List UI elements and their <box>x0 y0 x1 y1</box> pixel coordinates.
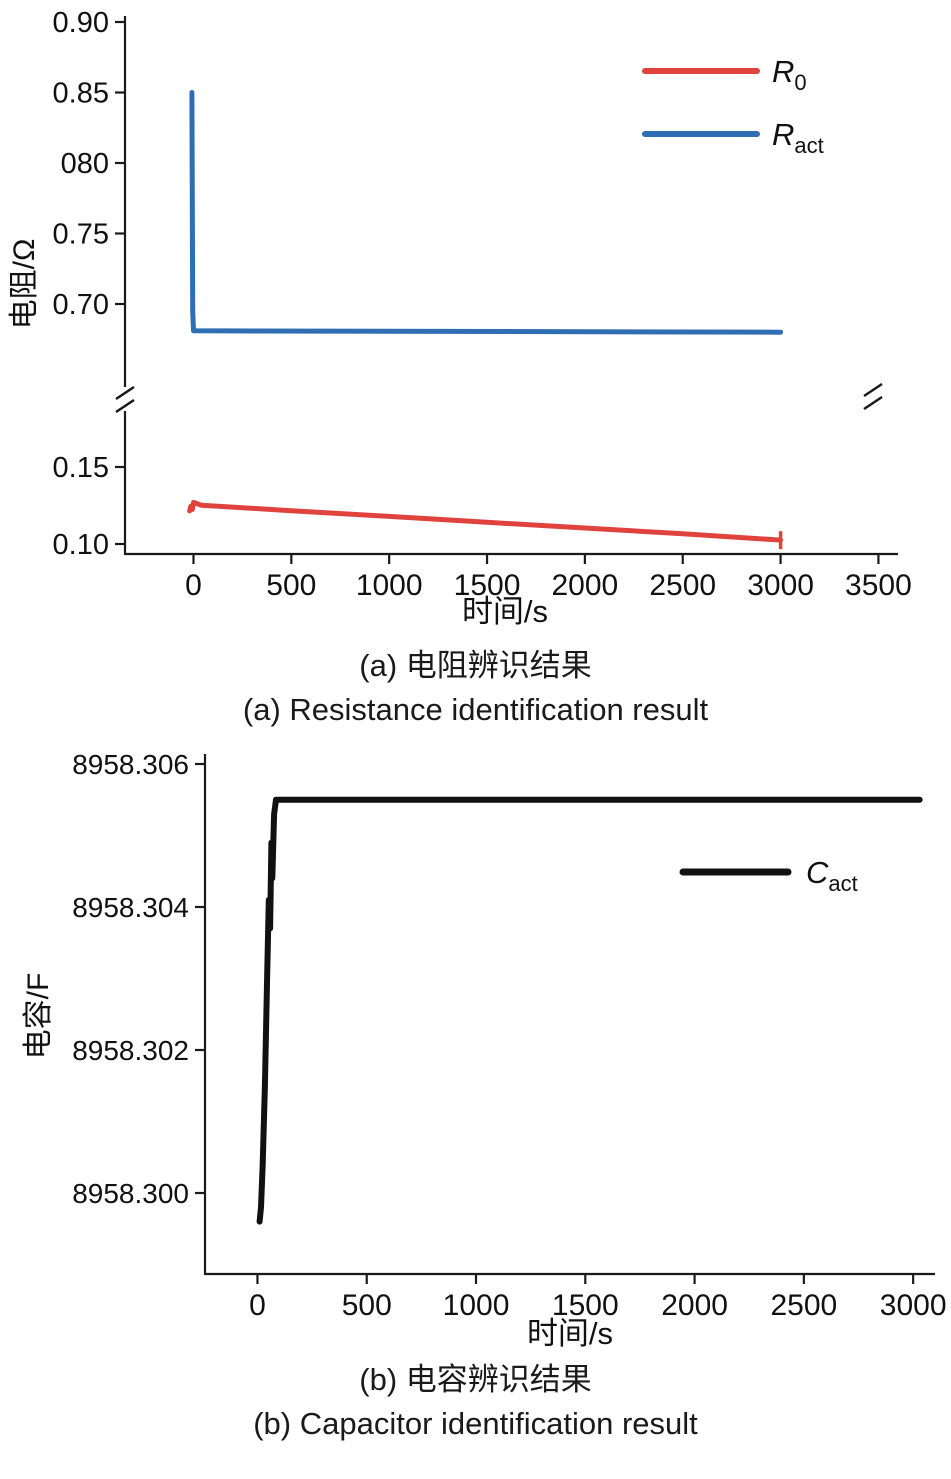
x-tick-label: 2500 <box>770 1289 837 1322</box>
y-axis-title: 电阻/Ω <box>8 239 41 330</box>
y-tick-label: 080 <box>61 148 109 180</box>
y-tick-label: 8958.300 <box>72 1178 189 1209</box>
legend-a: R0 Ract <box>642 54 824 158</box>
legend-label-Ract: Ract <box>772 117 824 158</box>
axes-a: 0.90 0.85 080 0.75 0.70 0.15 0.10 0 500 1000 1500 2… <box>53 7 912 602</box>
legend-b: Cact <box>679 855 858 896</box>
x-tick-label: 2500 <box>649 569 716 602</box>
x-tick-label: 2000 <box>552 569 619 602</box>
x-tick-label: 2000 <box>661 1289 728 1322</box>
x-tick-label: 1000 <box>443 1289 510 1322</box>
resistance-chart: 0.90 0.85 080 0.75 0.70 0.15 0.10 0 500 1000 1500 2… <box>8 7 912 629</box>
legend-label-R0: R0 <box>772 54 807 95</box>
axis-break-mark <box>115 398 135 414</box>
x-tick-label: 3500 <box>845 569 912 602</box>
series-Ract <box>189 90 784 335</box>
y-tick-label: 8958.304 <box>72 892 189 923</box>
capacitance-chart: 8958.306 8958.304 8958.302 8958.300 0 500 1000… <box>22 749 947 1350</box>
x-axis-title: 时间/s <box>462 594 548 629</box>
figure: 0.90 0.85 080 0.75 0.70 0.15 0.10 0 500 1000 1500 2… <box>8 7 947 1442</box>
caption-b-en: (b) Capacitor identification result <box>253 1406 698 1442</box>
series-R0 <box>187 499 784 543</box>
y-tick-label: 0.10 <box>53 529 109 561</box>
y-tick-label: 0.75 <box>53 219 109 251</box>
x-tick-label: 1000 <box>356 569 423 602</box>
y-tick-label: 0.70 <box>53 289 109 321</box>
x-tick-label: 3000 <box>747 569 814 602</box>
x-tick-label: 3000 <box>880 1289 947 1322</box>
x-tick-label: 1500 <box>454 569 521 602</box>
x-axis-title: 时间/s <box>527 1316 613 1350</box>
y-tick-label: 0.90 <box>53 7 109 39</box>
x-tick-label: 1500 <box>552 1289 619 1322</box>
y-axis-title: 电容/F <box>22 973 55 1060</box>
axis-break-mark <box>115 385 135 401</box>
axis-break-mark <box>863 382 883 398</box>
caption-a-en: (a) Resistance identification result <box>242 692 709 728</box>
x-tick-label: 500 <box>266 569 316 602</box>
caption-b-zh: (b) 电容辨识结果 <box>359 1362 592 1398</box>
x-tick-label: 0 <box>185 569 202 602</box>
caption-a-zh: (a) 电阻辨识结果 <box>359 648 592 683</box>
y-tick-label: 8958.306 <box>72 749 189 780</box>
x-tick-label: 500 <box>342 1289 392 1322</box>
y-tick-label: 8958.302 <box>72 1035 189 1066</box>
y-tick-label: 0.15 <box>53 452 109 484</box>
axes-b: 8958.306 8958.304 8958.302 8958.300 0 500 1000… <box>72 749 946 1322</box>
y-tick-label: 0.85 <box>53 78 109 110</box>
series-Cact <box>256 796 923 1225</box>
legend-label-Cact: Cact <box>806 855 858 896</box>
axis-break-mark <box>863 395 883 411</box>
x-tick-label: 0 <box>249 1289 266 1322</box>
